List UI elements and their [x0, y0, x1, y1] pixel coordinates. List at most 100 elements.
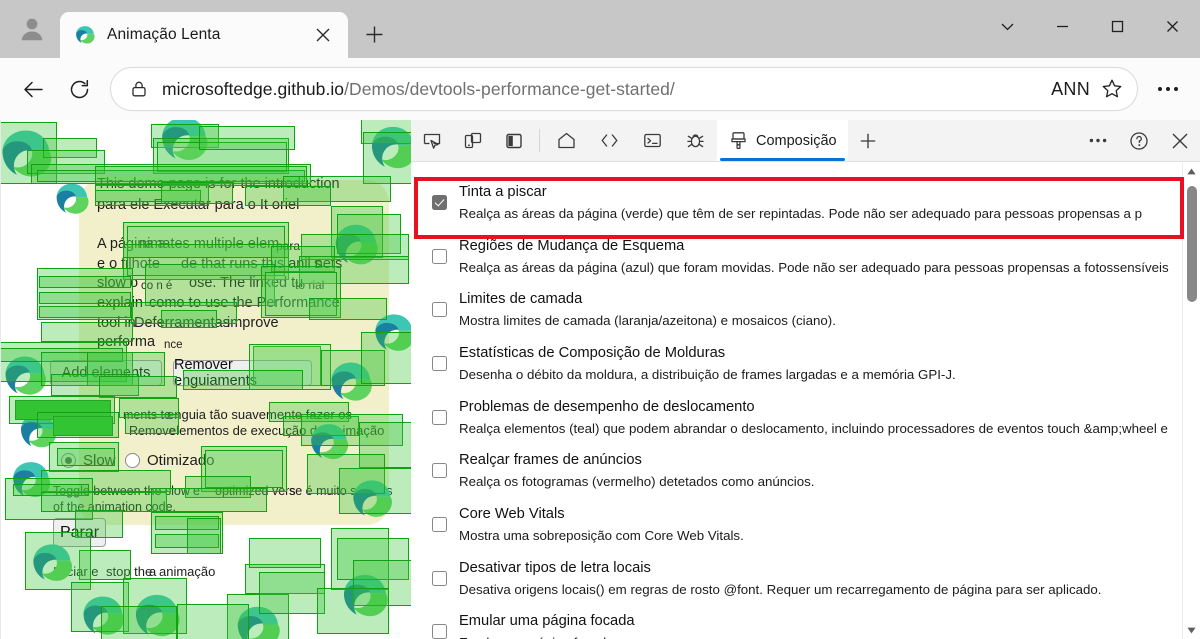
window-close-button[interactable] [1145, 0, 1200, 52]
setting-checkbox[interactable] [432, 302, 447, 318]
device-emulation-button[interactable] [452, 120, 493, 161]
setting-title: Core Web Vitals [459, 505, 565, 522]
setting-checkbox[interactable] [432, 463, 447, 479]
setting-title: Realçar frames de anúncios [459, 452, 642, 469]
page-viewport[interactable]: This demo page is for the introduction p… [0, 120, 411, 639]
demo-text: stop the [106, 564, 153, 579]
demo-hint-c: ments to [123, 405, 171, 425]
tab-console[interactable] [631, 120, 674, 161]
inspect-element-icon [423, 133, 440, 149]
tab-rendering[interactable]: Composição [717, 120, 848, 161]
sidebar-panel-button[interactable] [493, 120, 534, 161]
browser-settings-button[interactable] [1146, 67, 1190, 111]
setting-description: Realça elementos (teal) que podem abrand… [459, 420, 1170, 436]
demo-text: o use the Performance [193, 295, 340, 311]
devtools-panel: Composição [411, 120, 1200, 639]
tab-debugger[interactable] [674, 120, 717, 161]
setting-description: Realça as áreas da página (azul) que for… [459, 259, 1169, 275]
setting-description: Emula uma página focada. [459, 633, 1170, 639]
demo-toggle-hint-e: of the animation code. [53, 497, 176, 517]
demo-text: performa [97, 334, 156, 350]
tab-welcome[interactable] [545, 120, 588, 161]
scroll-down-button[interactable] [1183, 621, 1200, 639]
demo-text: improve [227, 315, 279, 331]
demo-text: nce [164, 339, 183, 351]
setting-checkbox[interactable] [432, 355, 447, 371]
setting-row[interactable]: Regiões de Mudança de Esquema Realça as á… [411, 230, 1182, 284]
help-button[interactable] [1118, 120, 1159, 161]
setting-row[interactable]: Desativar tipos de letra locais Desativa … [411, 552, 1182, 606]
demo-text: e [193, 484, 200, 498]
address-bar[interactable]: microsoftedge.github.io/Demos/devtools-p… [110, 67, 1138, 111]
maximize-button[interactable] [1090, 0, 1145, 52]
favorite-button[interactable] [1095, 72, 1129, 106]
remove-elements-button[interactable]: Remover enguiaments [173, 357, 312, 389]
close-icon [1172, 133, 1187, 148]
demo-text: Slow [83, 452, 116, 469]
new-tab-button[interactable] [354, 14, 394, 54]
close-devtools-button[interactable] [1159, 120, 1200, 161]
setting-checkbox[interactable] [432, 409, 447, 425]
rendering-settings-list: Tinta a piscar Realça as áreas da página … [411, 162, 1184, 639]
star-icon [1102, 79, 1122, 98]
setting-checkbox[interactable] [432, 516, 447, 532]
paint-flash-rect [227, 594, 289, 639]
paint-flash-rect [1, 122, 57, 184]
radio-slow[interactable] [61, 453, 76, 468]
setting-checkbox[interactable] [432, 624, 447, 639]
tab-close-button[interactable] [308, 20, 338, 50]
edge-favicon-icon [76, 26, 95, 44]
setting-row[interactable]: Realçar frames de anúncios Realça os foto… [411, 444, 1182, 498]
scrollbar-track[interactable] [1183, 180, 1200, 621]
setting-description: Desenha o débito da moldura, a distribui… [459, 367, 956, 383]
setting-row[interactable]: Limites de camada Mostra limites de camad… [411, 283, 1182, 337]
profile-button[interactable] [4, 6, 60, 52]
settings-scrollbar[interactable] [1182, 162, 1200, 639]
close-icon [1167, 20, 1178, 32]
tab-search-button[interactable] [980, 0, 1035, 52]
reload-button[interactable] [56, 66, 102, 112]
page-surface: This demo page is for the introduction p… [1, 120, 411, 639]
add-tab-button[interactable] [848, 120, 889, 161]
question-circle-icon [1129, 131, 1148, 150]
demo-start-hint-d: animação [159, 562, 215, 583]
demo-text: ose. The linked tu [189, 275, 304, 291]
demo-text: explain [97, 295, 143, 311]
scroll-up-button[interactable] [1183, 162, 1200, 180]
demo-paragraph-1b: para ele Executar para o It oriel [97, 194, 299, 217]
back-button[interactable] [10, 66, 56, 112]
radio-slow-label: Slow [83, 449, 116, 473]
setting-text: Core Web Vitals Mostra uma sobreposição c… [459, 503, 1170, 547]
edge-logo-sprite [83, 596, 124, 635]
paint-flash-rect [155, 534, 219, 548]
setting-row[interactable]: Emular uma página focada Emula uma página… [411, 605, 1182, 639]
home-icon [558, 132, 575, 149]
add-elements-button[interactable]: Add elements [50, 360, 162, 386]
demo-text: para [64, 424, 90, 438]
setting-checkbox[interactable] [432, 570, 447, 586]
lock-icon [132, 81, 146, 97]
inspect-element-button[interactable] [411, 120, 452, 161]
stop-button[interactable]: Parar [53, 518, 106, 547]
radio-optimized[interactable] [125, 453, 140, 468]
setting-row[interactable]: Problemas de desempenho de deslocamento R… [411, 391, 1182, 445]
scrollbar-thumb[interactable] [1186, 186, 1197, 302]
demo-text: Toggle between the slow [53, 484, 190, 498]
profile-badge[interactable]: ANN [1051, 78, 1090, 99]
minimize-icon [1057, 25, 1068, 27]
setting-checkbox[interactable] [432, 195, 447, 210]
more-tools-button[interactable] [1077, 120, 1118, 161]
setting-title: Tinta a piscar [459, 184, 547, 200]
setting-text: Emular uma página focada Emula uma página… [459, 610, 1170, 639]
tab-rendering-label: Composição [756, 132, 837, 149]
minimize-button[interactable] [1035, 0, 1090, 52]
setting-row[interactable]: Estatísticas de Composição de Molduras De… [411, 337, 1182, 391]
paint-flash-rect [123, 578, 187, 634]
plus-icon [860, 133, 876, 148]
tab-elements[interactable] [588, 120, 631, 161]
setting-description: Realça os fotogramas (vermelho) detetado… [459, 474, 815, 490]
setting-checkbox[interactable] [432, 248, 447, 264]
setting-row[interactable]: Core Web Vitals Mostra uma sobreposição c… [411, 498, 1182, 552]
setting-row[interactable]: Tinta a piscar Realça as áreas da página … [411, 176, 1182, 230]
browser-tab[interactable]: Animação Lenta [60, 12, 348, 58]
